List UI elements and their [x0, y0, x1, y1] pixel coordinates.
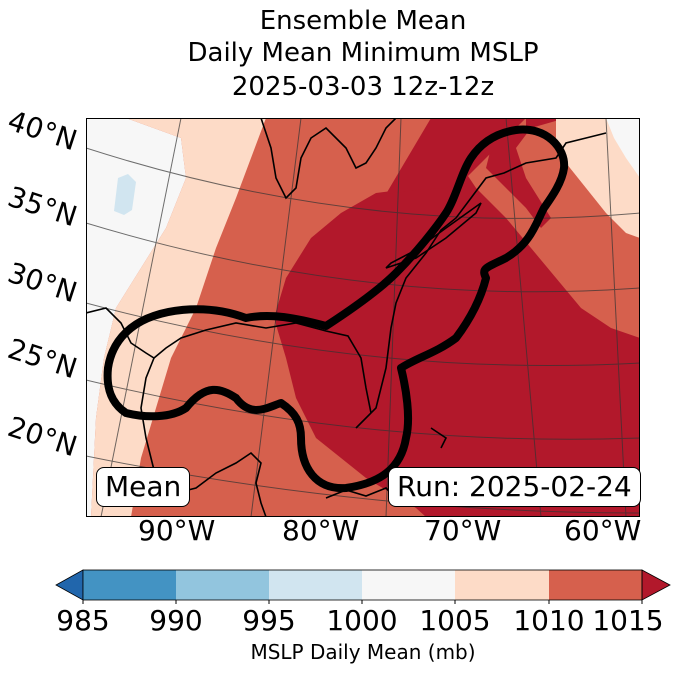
colorbar-tick-1005: 1005	[419, 604, 491, 637]
lon-label-80w: 80°W	[282, 514, 360, 547]
colorbar-tick-985: 985	[56, 604, 110, 637]
lat-label-40: 40°N	[3, 104, 82, 158]
colorbar-tick-1015: 1015	[592, 604, 664, 637]
mean-tag: Mean	[96, 467, 191, 507]
lon-label-60w: 60°W	[564, 514, 642, 547]
colorbar-bin-1010	[549, 570, 642, 600]
lat-label-35: 35°N	[3, 180, 82, 234]
lat-label-25: 25°N	[3, 332, 82, 386]
pressure-field-995	[114, 174, 136, 215]
colorbar-tick-990: 990	[149, 604, 203, 637]
title-line-2: Daily Mean Minimum MSLP	[187, 38, 539, 68]
run-date-tag: Run: 2025-02-24	[388, 467, 641, 507]
map-frame	[86, 118, 640, 517]
pressure-field-1005-east	[556, 118, 640, 238]
colorbar-bin-1000	[362, 570, 455, 600]
colorbar-over-triangle	[641, 569, 671, 601]
colorbar-bin-985	[83, 570, 176, 600]
colorbar-bin-995	[269, 570, 362, 600]
lat-label-30: 30°N	[3, 256, 82, 310]
map-panel	[86, 118, 640, 517]
colorbar-tick-1010: 1010	[513, 604, 585, 637]
colorbar-label: MSLP Daily Mean (mb)	[250, 640, 476, 664]
probability-contour	[103, 125, 569, 493]
colorbar-bin-1005	[455, 570, 549, 600]
colorbar-tick-995: 995	[242, 604, 296, 637]
colorbar-tick-1000: 1000	[326, 604, 398, 637]
colorbar-under-triangle	[55, 569, 84, 601]
lat-label-20: 20°N	[3, 410, 82, 464]
pressure-field-1000-east	[606, 118, 640, 178]
colorbar-bin-990	[176, 570, 269, 600]
title-line-3: 2025-03-03 12z-12z	[231, 72, 495, 102]
title-line-1: Ensemble Mean	[259, 6, 467, 36]
colorbar	[55, 569, 671, 604]
lon-label-90w: 90°W	[138, 514, 216, 547]
lon-label-70w: 70°W	[424, 514, 502, 547]
